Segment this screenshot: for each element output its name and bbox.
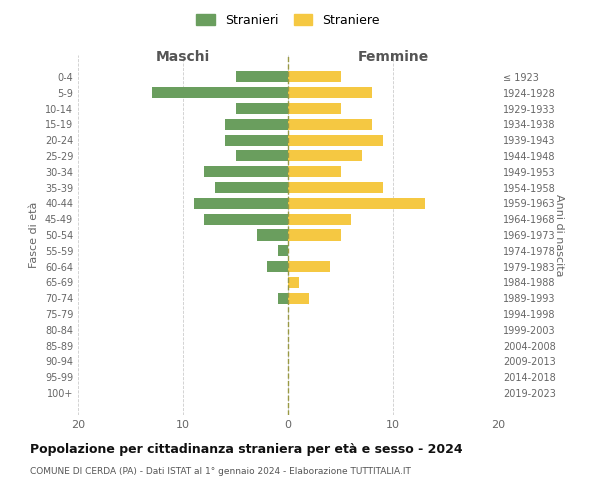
- Bar: [257, 230, 288, 240]
- Bar: [288, 230, 341, 240]
- Bar: [288, 103, 341, 114]
- Bar: [204, 166, 288, 177]
- Bar: [288, 277, 299, 288]
- Bar: [277, 292, 288, 304]
- Text: Femmine: Femmine: [358, 50, 428, 64]
- Bar: [215, 182, 288, 193]
- Text: Maschi: Maschi: [156, 50, 210, 64]
- Bar: [288, 292, 309, 304]
- Bar: [288, 214, 351, 224]
- Bar: [267, 261, 288, 272]
- Y-axis label: Anni di nascita: Anni di nascita: [554, 194, 564, 276]
- Bar: [288, 150, 361, 162]
- Bar: [288, 198, 425, 209]
- Bar: [235, 72, 288, 83]
- Text: Popolazione per cittadinanza straniera per età e sesso - 2024: Popolazione per cittadinanza straniera p…: [30, 442, 463, 456]
- Bar: [277, 246, 288, 256]
- Bar: [225, 134, 288, 145]
- Bar: [288, 72, 341, 83]
- Bar: [288, 87, 372, 98]
- Bar: [288, 166, 341, 177]
- Y-axis label: Fasce di età: Fasce di età: [29, 202, 39, 268]
- Bar: [151, 87, 288, 98]
- Legend: Stranieri, Straniere: Stranieri, Straniere: [191, 8, 385, 32]
- Bar: [288, 182, 383, 193]
- Bar: [235, 150, 288, 162]
- Bar: [225, 119, 288, 130]
- Bar: [193, 198, 288, 209]
- Bar: [204, 214, 288, 224]
- Bar: [288, 119, 372, 130]
- Bar: [288, 134, 383, 145]
- Bar: [235, 103, 288, 114]
- Bar: [288, 261, 330, 272]
- Text: COMUNE DI CERDA (PA) - Dati ISTAT al 1° gennaio 2024 - Elaborazione TUTTITALIA.I: COMUNE DI CERDA (PA) - Dati ISTAT al 1° …: [30, 468, 411, 476]
